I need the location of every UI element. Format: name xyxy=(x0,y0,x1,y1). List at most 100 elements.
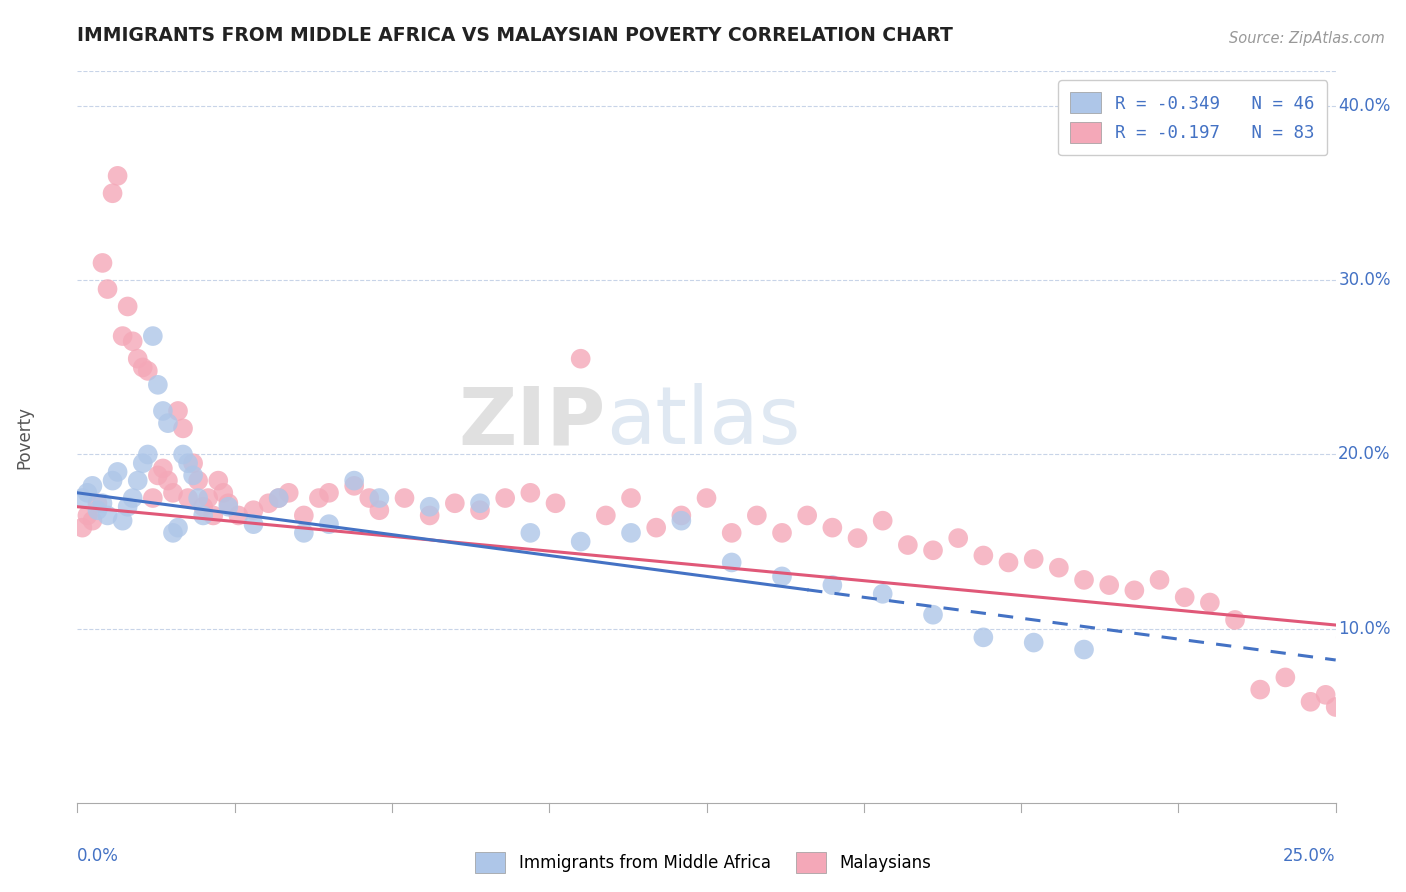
Point xyxy=(1022,552,1045,566)
Point xyxy=(720,556,742,570)
Point xyxy=(242,517,264,532)
Point xyxy=(156,474,179,488)
Point xyxy=(107,169,129,183)
Point xyxy=(1123,583,1146,598)
Point xyxy=(82,514,104,528)
Point xyxy=(1174,591,1197,605)
Point xyxy=(468,496,491,510)
Point xyxy=(720,525,742,540)
Point xyxy=(217,500,239,514)
Point xyxy=(136,364,159,378)
Text: 20.0%: 20.0% xyxy=(1339,445,1391,464)
Point xyxy=(922,607,945,622)
Point xyxy=(96,508,118,523)
Point xyxy=(368,503,391,517)
Point xyxy=(1022,635,1045,649)
Point xyxy=(1375,534,1398,549)
Point xyxy=(146,468,169,483)
Point xyxy=(846,531,869,545)
Point xyxy=(1299,695,1322,709)
Point xyxy=(121,491,143,505)
Point xyxy=(972,549,994,563)
Point xyxy=(922,543,945,558)
Point xyxy=(191,500,215,514)
Point xyxy=(1315,688,1337,702)
Point xyxy=(796,508,818,523)
Point xyxy=(76,508,98,523)
Point xyxy=(620,525,643,540)
Text: atlas: atlas xyxy=(606,384,800,461)
Point xyxy=(972,631,994,645)
Legend: Immigrants from Middle Africa, Malaysians: Immigrants from Middle Africa, Malaysian… xyxy=(468,846,938,880)
Text: 40.0%: 40.0% xyxy=(1339,97,1391,115)
Point xyxy=(897,538,920,552)
Text: 10.0%: 10.0% xyxy=(1339,620,1391,638)
Point xyxy=(96,282,118,296)
Point xyxy=(172,421,194,435)
Point xyxy=(645,521,668,535)
Point xyxy=(1098,578,1121,592)
Point xyxy=(181,468,204,483)
Text: Source: ZipAtlas.com: Source: ZipAtlas.com xyxy=(1229,31,1385,46)
Point xyxy=(242,503,264,517)
Point xyxy=(1223,613,1246,627)
Point xyxy=(1334,631,1357,645)
Point xyxy=(1324,700,1347,714)
Point xyxy=(212,485,235,500)
Text: 25.0%: 25.0% xyxy=(1284,847,1336,864)
Point xyxy=(394,491,416,505)
Point xyxy=(948,531,970,545)
Point xyxy=(494,491,516,505)
Point xyxy=(162,485,184,500)
Point xyxy=(519,525,541,540)
Point xyxy=(117,300,139,314)
Point xyxy=(142,491,165,505)
Legend: R = -0.349   N = 46, R = -0.197   N = 83: R = -0.349 N = 46, R = -0.197 N = 83 xyxy=(1059,80,1327,155)
Point xyxy=(419,508,441,523)
Point xyxy=(152,461,174,475)
Point xyxy=(167,404,190,418)
Point xyxy=(187,491,209,505)
Point xyxy=(671,508,693,523)
Point xyxy=(121,334,143,349)
Point xyxy=(569,351,592,366)
Point xyxy=(172,448,194,462)
Point xyxy=(72,521,94,535)
Point xyxy=(292,525,315,540)
Point xyxy=(1073,642,1095,657)
Point xyxy=(257,496,280,510)
Point xyxy=(177,456,200,470)
Point xyxy=(107,465,129,479)
Point xyxy=(82,479,104,493)
Point xyxy=(191,508,215,523)
Point xyxy=(117,500,139,514)
Text: IMMIGRANTS FROM MIDDLE AFRICA VS MALAYSIAN POVERTY CORRELATION CHART: IMMIGRANTS FROM MIDDLE AFRICA VS MALAYSI… xyxy=(77,26,953,45)
Point xyxy=(101,186,124,201)
Point xyxy=(872,587,894,601)
Point xyxy=(318,485,340,500)
Point xyxy=(595,508,617,523)
Point xyxy=(91,496,114,510)
Point xyxy=(152,404,174,418)
Point xyxy=(419,500,441,514)
Point xyxy=(228,508,250,523)
Point xyxy=(1198,595,1220,609)
Point xyxy=(181,456,204,470)
Point xyxy=(1047,560,1070,574)
Point xyxy=(343,479,366,493)
Point xyxy=(1073,573,1095,587)
Point xyxy=(86,496,108,510)
Point xyxy=(197,491,219,505)
Point xyxy=(127,474,149,488)
Point xyxy=(444,496,467,510)
Point xyxy=(146,377,169,392)
Point xyxy=(202,508,225,523)
Point xyxy=(177,491,200,505)
Point xyxy=(76,485,98,500)
Text: Poverty: Poverty xyxy=(15,406,34,468)
Point xyxy=(162,525,184,540)
Point xyxy=(132,456,155,470)
Point xyxy=(187,474,209,488)
Point xyxy=(544,496,567,510)
Point xyxy=(368,491,391,505)
